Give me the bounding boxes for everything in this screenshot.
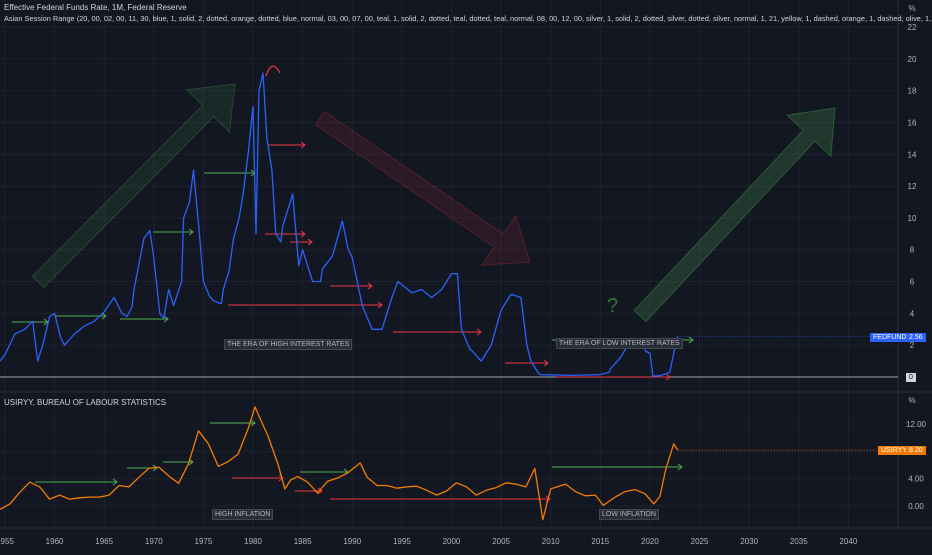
y-tick-label: 12.00 — [906, 420, 927, 429]
level-arrow-green-head — [188, 228, 194, 236]
y-tick-label: 4 — [910, 309, 915, 318]
x-tick-label: 2015 — [591, 537, 609, 546]
level-arrow-green-head — [188, 458, 194, 466]
level-arrow-green-head — [152, 464, 158, 472]
x-tick-label: 2010 — [542, 537, 560, 546]
x-tick-label: 2000 — [443, 537, 461, 546]
level-arrow-red-head — [300, 230, 306, 238]
x-tick-label: 1985 — [294, 537, 312, 546]
peak-arc — [265, 65, 281, 77]
x-tick-label: 1965 — [95, 537, 113, 546]
level-arrow-green-head — [112, 478, 118, 486]
annotation-question: ? — [607, 295, 619, 317]
x-tick-label: 1970 — [145, 537, 163, 546]
x-tick-label: 2005 — [492, 537, 510, 546]
y-tick-label: 0.00 — [908, 502, 924, 511]
fed-value-tag: 2.56 — [906, 333, 926, 342]
x-tick-label: 1980 — [244, 537, 262, 546]
annotation-low-rates: THE ERA OF LOW INTEREST RATES — [556, 338, 683, 349]
x-tick-label: 2020 — [641, 537, 659, 546]
y-tick-label: 6 — [910, 278, 915, 287]
fed-name-tag: FEDFUNDS — [870, 333, 915, 342]
level-arrow-red-head — [543, 359, 549, 367]
annotation-high-inflation: HIGH INFLATION — [212, 509, 274, 520]
cpi-value-tag: 8.20 — [906, 446, 926, 455]
indicator-label: Asian Session Range (20, 00, 02, 00, 11,… — [4, 14, 932, 23]
x-tick-label: 2035 — [790, 537, 808, 546]
level-arrow-red-head — [367, 282, 373, 290]
y-tick-label: 16 — [908, 118, 917, 127]
level-arrow-red-head — [300, 141, 306, 149]
lower-pane-title: USIRYY, BUREAU OF LABOUR STATISTICS — [4, 398, 167, 407]
level-arrow-green-head — [250, 419, 256, 427]
trend-arrow-down — [314, 110, 531, 266]
x-tick-label: 1955 — [0, 537, 14, 546]
y-tick-label: 8 — [910, 246, 915, 255]
x-tick-label: 1995 — [393, 537, 411, 546]
x-tick-label: 1975 — [195, 537, 213, 546]
level-arrow-red-head — [317, 487, 323, 495]
x-tick-label: 2040 — [839, 537, 857, 546]
level-arrow-red-head — [665, 373, 671, 381]
trend-arrow-up-left — [31, 83, 236, 289]
y-unit-label: % — [908, 4, 915, 13]
level-arrow-red-head — [476, 328, 482, 336]
y-tick-label: 22 — [908, 23, 917, 32]
trend-arrow-up-right — [633, 107, 836, 323]
cpi-name-tag: USIRYY — [878, 446, 910, 455]
zero-value-tag: 0 — [906, 373, 916, 382]
annotation-low-inflation: LOW INFLATION — [599, 509, 659, 520]
level-arrow-green-head — [677, 463, 683, 471]
y-tick-label: 2 — [910, 341, 915, 350]
usiryy-series-line — [0, 406, 679, 521]
y-tick-label: 20 — [908, 55, 917, 64]
x-tick-label: 1990 — [343, 537, 361, 546]
level-arrow-green-head — [101, 312, 107, 320]
y-unit-label: % — [908, 396, 915, 405]
level-arrow-red-head — [307, 238, 313, 246]
y-tick-label: 18 — [908, 87, 917, 96]
level-arrow-red-head — [278, 474, 284, 482]
level-arrow-red-head — [377, 301, 383, 309]
y-tick-label: 10 — [908, 214, 917, 223]
y-tick-label: 12 — [908, 182, 917, 191]
chart-title: Effective Federal Funds Rate, 1M, Federa… — [4, 3, 187, 12]
x-tick-label: 2025 — [691, 537, 709, 546]
annotation-high-rates: THE ERA OF HIGH INTEREST RATES — [224, 339, 353, 350]
x-tick-label: 2030 — [740, 537, 758, 546]
y-tick-label: 14 — [908, 150, 917, 159]
level-arrow-green-head — [688, 336, 694, 344]
fedfunds-series-line — [0, 72, 679, 377]
y-tick-label: 4.00 — [908, 475, 924, 484]
x-tick-label: 1960 — [46, 537, 64, 546]
level-arrow-green-head — [163, 315, 169, 323]
